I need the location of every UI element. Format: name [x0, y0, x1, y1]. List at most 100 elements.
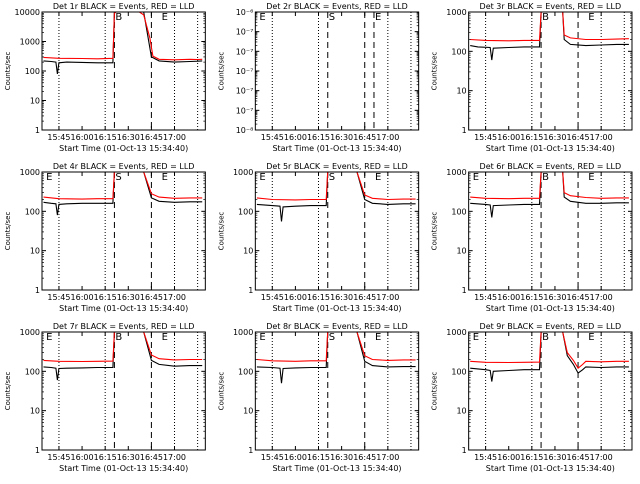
y-tick-label: 100 — [25, 67, 40, 76]
y-tick-label: 10 — [30, 407, 40, 416]
y-tick-label: 1 — [35, 126, 40, 135]
x-tick-label: 15:45 — [261, 133, 284, 142]
y-tick-label: 1000 — [20, 38, 40, 47]
x-tick-label: 16:45 — [353, 133, 376, 142]
series-line-events — [43, 172, 203, 216]
x-tick-label: 16:30 — [117, 293, 140, 302]
x-tick-label: 16:00 — [71, 133, 94, 142]
y-tick-label: 1 — [462, 446, 467, 455]
x-tick-label: 16:00 — [497, 133, 520, 142]
y-tick-label: 1 — [462, 126, 467, 135]
interval-marker-label: E — [588, 12, 594, 23]
y-tick-label: 1 — [35, 446, 40, 455]
interval-marker-label: B — [115, 332, 122, 343]
x-tick-label: 16:45 — [140, 453, 163, 462]
y-tick-label: 100 — [238, 367, 253, 376]
interval-marker-label: E — [46, 332, 52, 343]
interval-marker-label: E — [473, 172, 479, 183]
x-tick-label: 16:15 — [307, 133, 330, 142]
y-tick-label: 1000 — [233, 328, 253, 337]
chart-title: Det 1r BLACK = Events, RED = LLD — [53, 2, 195, 11]
series-line-lld — [43, 172, 203, 200]
y-tick-label: 100 — [238, 207, 253, 216]
x-tick-label: 16:30 — [543, 293, 566, 302]
x-axis-label: Start Time (01-Oct-13 15:34:40) — [486, 464, 615, 473]
x-tick-label: 16:45 — [567, 293, 590, 302]
interval-marker-label: S — [329, 12, 335, 23]
y-axis-label: Counts/sec — [217, 52, 225, 91]
x-tick-label: 16:00 — [71, 293, 94, 302]
x-axis-label: Start Time (01-Oct-13 15:34:40) — [272, 464, 401, 473]
series-line-lld — [43, 12, 203, 61]
x-axis-label: Start Time (01-Oct-13 15:34:40) — [59, 304, 188, 313]
x-tick-label: 17:00 — [163, 133, 186, 142]
plot-frame — [468, 11, 633, 131]
y-tick-label: 1000 — [20, 168, 40, 177]
interval-marker-label: E — [259, 12, 265, 23]
x-tick-label: 16:15 — [520, 453, 543, 462]
x-tick-label: 17:00 — [376, 453, 399, 462]
interval-marker-label: E — [259, 332, 265, 343]
series-line-lld — [43, 332, 203, 363]
x-tick-label: 17:00 — [590, 293, 613, 302]
y-tick-label: 1000 — [233, 168, 253, 177]
x-tick-label: 17:00 — [376, 293, 399, 302]
y-tick-label: 100 — [25, 367, 40, 376]
y-tick-label: 100 — [451, 207, 466, 216]
x-tick-label: 17:00 — [590, 133, 613, 142]
series-line-lld — [256, 172, 416, 201]
y-tick-label: 10⁻⁶ — [236, 8, 254, 17]
x-tick-label: 16:30 — [330, 453, 353, 462]
y-tick-label: 10 — [243, 247, 253, 256]
x-tick-label: 16:15 — [307, 293, 330, 302]
x-tick-label: 16:15 — [520, 293, 543, 302]
x-tick-label: 16:45 — [353, 293, 376, 302]
interval-marker-label: E — [473, 332, 479, 343]
series-line-events — [43, 332, 203, 381]
y-tick-label: 10⁻⁷ — [236, 67, 254, 76]
x-tick-label: 15:45 — [474, 293, 497, 302]
y-tick-label: 10⁻⁷ — [236, 47, 254, 56]
y-tick-label: 10 — [456, 247, 466, 256]
series-line-events — [470, 172, 629, 218]
chart-title: Det 3r BLACK = Events, RED = LLD — [480, 2, 622, 11]
x-tick-label: 16:00 — [284, 133, 307, 142]
y-tick-label: 100 — [25, 207, 40, 216]
x-tick-label: 16:00 — [71, 453, 94, 462]
chart-title: Det 9r BLACK = Events, RED = LLD — [480, 322, 622, 331]
x-tick-label: 16:45 — [140, 293, 163, 302]
y-tick-label: 1 — [35, 286, 40, 295]
interval-marker-label: B — [542, 172, 549, 183]
x-tick-label: 16:15 — [520, 133, 543, 142]
x-tick-label: 15:45 — [47, 133, 70, 142]
interval-marker-label: S — [329, 172, 335, 183]
series-line-events — [470, 12, 629, 61]
interval-marker-label: B — [542, 12, 549, 23]
interval-marker-label: B — [542, 332, 549, 343]
x-axis-label: Start Time (01-Oct-13 15:34:40) — [59, 464, 188, 473]
y-tick-label: 10 — [456, 407, 466, 416]
y-axis-label: Counts/sec — [431, 52, 439, 91]
interval-marker-label: E — [375, 12, 381, 23]
y-tick-label: 10⁻⁷ — [236, 106, 254, 115]
series-line-lld — [470, 12, 629, 42]
series-line-lld — [470, 172, 629, 200]
series-line-events — [470, 332, 629, 382]
y-tick-label: 10⁻⁸ — [236, 126, 254, 135]
series-line-lld — [470, 332, 629, 370]
y-tick-label: 1000 — [20, 328, 40, 337]
x-tick-label: 16:00 — [284, 293, 307, 302]
interval-marker-label: E — [46, 172, 52, 183]
x-tick-label: 16:15 — [307, 453, 330, 462]
plot-frame — [254, 331, 420, 451]
interval-marker-label: E — [162, 332, 168, 343]
y-axis-label: Counts/sec — [217, 212, 225, 251]
x-tick-label: 16:45 — [353, 453, 376, 462]
